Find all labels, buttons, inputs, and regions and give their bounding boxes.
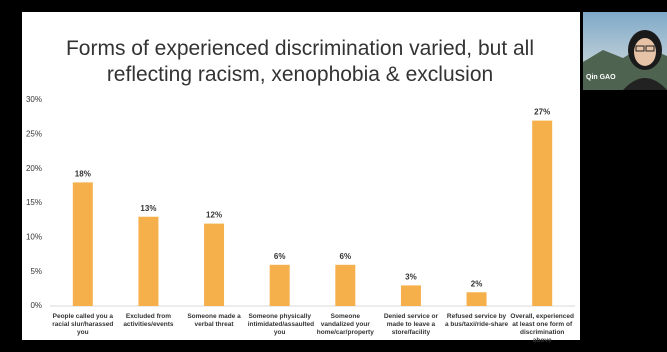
participant-video xyxy=(583,12,667,90)
x-tick-label: Someone physically intimidated/assaulted… xyxy=(247,313,315,336)
x-tick-label: Excluded from activities/events xyxy=(123,313,174,328)
value-label: 12% xyxy=(206,211,222,220)
bar xyxy=(335,264,356,306)
y-tick-label: 10% xyxy=(26,232,42,241)
slide xyxy=(22,12,580,340)
bar xyxy=(466,292,487,306)
y-tick-label: 25% xyxy=(26,129,42,138)
participant-name: Qin GAO xyxy=(586,74,616,81)
y-tick-label: 20% xyxy=(26,164,42,173)
bar xyxy=(138,216,159,306)
y-tick-label: 30% xyxy=(26,95,42,104)
x-tick-label: Overall, experienced at least one form o… xyxy=(510,313,574,344)
x-tick-label: Denied service or made to leave a store/… xyxy=(383,313,439,336)
x-tick-label: Someone vandalized your home/car/propert… xyxy=(316,313,374,336)
value-label: 13% xyxy=(140,204,156,213)
value-label: 18% xyxy=(75,170,91,179)
value-label: 3% xyxy=(405,273,417,282)
bar xyxy=(400,285,421,306)
value-label: 6% xyxy=(340,252,352,261)
chart-title: Forms of experienced discrimination vari… xyxy=(65,37,535,86)
y-tick-label: 5% xyxy=(30,267,42,276)
value-label: 6% xyxy=(274,252,286,261)
bar xyxy=(204,223,225,306)
bar xyxy=(72,182,93,306)
y-tick-label: 0% xyxy=(30,301,42,310)
x-tick-label: People called you a racial slur/harassed… xyxy=(52,313,114,336)
x-tick-label: Refused service by a bus/taxi/ride-share xyxy=(444,313,509,328)
x-tick-label: Someone made a verbal threat xyxy=(187,313,241,328)
y-tick-label: 15% xyxy=(26,198,42,207)
value-label: 27% xyxy=(534,108,550,117)
value-label: 2% xyxy=(471,279,483,288)
bar xyxy=(269,264,290,306)
bar xyxy=(532,120,553,306)
